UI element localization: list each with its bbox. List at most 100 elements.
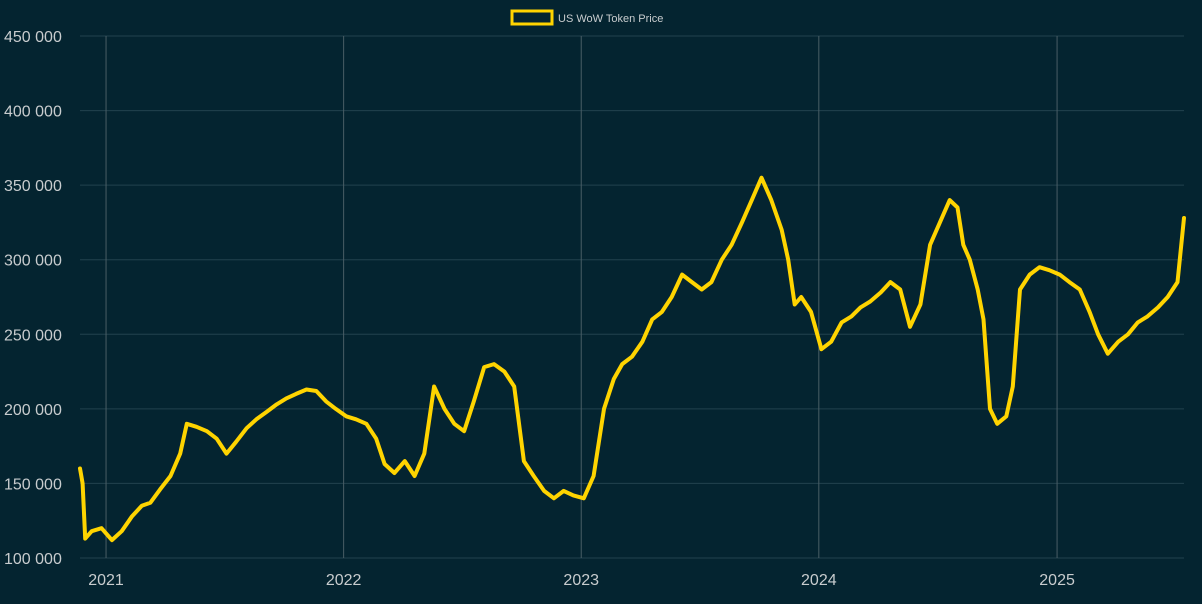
data-point bbox=[90, 529, 94, 533]
data-point bbox=[442, 407, 447, 411]
y-tick-label: 300 000 bbox=[4, 253, 62, 270]
data-point bbox=[879, 290, 883, 295]
data-point bbox=[542, 489, 546, 493]
data-point bbox=[562, 489, 566, 493]
data-point bbox=[961, 243, 965, 247]
data-point bbox=[552, 496, 556, 500]
data-point bbox=[938, 220, 942, 224]
data-point bbox=[275, 402, 279, 406]
data-point bbox=[1028, 273, 1032, 277]
data-point bbox=[1037, 265, 1042, 269]
data-point bbox=[194, 425, 199, 429]
data-point bbox=[928, 243, 932, 247]
data-point bbox=[1182, 216, 1186, 220]
data-point bbox=[344, 414, 348, 418]
data-point bbox=[1067, 280, 1071, 284]
data-point bbox=[1004, 414, 1008, 418]
data-point bbox=[680, 273, 684, 277]
data-point bbox=[168, 474, 173, 478]
data-point bbox=[522, 459, 526, 463]
data-point bbox=[730, 243, 734, 247]
data-point bbox=[809, 310, 813, 314]
data-point bbox=[383, 462, 387, 466]
y-tick-label: 250 000 bbox=[4, 327, 62, 344]
data-point bbox=[205, 429, 209, 433]
data-point bbox=[1106, 352, 1110, 356]
chart-legend[interactable]: US WoW Token Price bbox=[510, 9, 663, 26]
data-point bbox=[1175, 280, 1180, 284]
data-point bbox=[83, 537, 87, 541]
data-point bbox=[158, 487, 162, 491]
y-tick-label: 150 000 bbox=[4, 476, 62, 493]
data-point bbox=[650, 317, 654, 321]
data-point bbox=[968, 258, 972, 262]
data-point bbox=[245, 426, 249, 430]
data-point bbox=[740, 220, 744, 224]
data-point bbox=[452, 422, 456, 426]
data-point bbox=[793, 302, 797, 307]
data-point bbox=[462, 429, 466, 433]
data-point bbox=[492, 362, 496, 366]
y-tick-label: 450 000 bbox=[4, 29, 62, 46]
data-point bbox=[709, 280, 714, 284]
data-point bbox=[432, 384, 436, 389]
data-point bbox=[660, 310, 664, 314]
data-point bbox=[403, 459, 407, 463]
data-point bbox=[178, 452, 182, 456]
data-point bbox=[1096, 332, 1100, 336]
data-point bbox=[981, 317, 986, 321]
data-point bbox=[1047, 268, 1051, 272]
data-point bbox=[592, 474, 596, 478]
data-point bbox=[1126, 332, 1130, 336]
data-point bbox=[294, 392, 298, 396]
data-point bbox=[829, 340, 833, 344]
data-point bbox=[392, 471, 396, 475]
data-point bbox=[640, 340, 645, 344]
data-point bbox=[819, 347, 824, 351]
data-point bbox=[955, 205, 960, 210]
data-point bbox=[918, 302, 923, 307]
x-tick-label: 2024 bbox=[801, 572, 837, 589]
data-point bbox=[1156, 305, 1160, 309]
data-point bbox=[334, 407, 338, 411]
data-point bbox=[799, 295, 803, 299]
series-line bbox=[78, 175, 1186, 543]
x-tick-label: 2021 bbox=[88, 572, 124, 589]
data-point bbox=[690, 280, 694, 284]
data-point bbox=[868, 299, 872, 304]
data-point bbox=[185, 422, 189, 426]
data-point bbox=[630, 355, 634, 359]
data-point bbox=[1166, 295, 1170, 299]
data-point bbox=[472, 399, 476, 403]
data-point bbox=[364, 422, 368, 426]
data-point bbox=[700, 287, 704, 292]
data-point bbox=[413, 474, 417, 478]
data-point bbox=[422, 452, 426, 456]
data-point bbox=[769, 198, 773, 202]
data-point bbox=[482, 365, 486, 369]
data-point bbox=[502, 370, 506, 374]
data-point bbox=[265, 410, 269, 414]
data-point bbox=[314, 389, 318, 393]
data-point bbox=[720, 258, 724, 262]
data-point bbox=[1078, 287, 1082, 292]
y-tick-label: 200 000 bbox=[4, 402, 62, 419]
data-point bbox=[374, 437, 378, 441]
legend-label: US WoW Token Price bbox=[558, 13, 663, 25]
data-point bbox=[130, 514, 134, 518]
data-point bbox=[571, 493, 576, 497]
data-point bbox=[898, 287, 902, 292]
data-point bbox=[215, 437, 219, 441]
data-point bbox=[995, 422, 999, 426]
data-point bbox=[254, 417, 258, 421]
data-point bbox=[759, 176, 764, 180]
data-point bbox=[354, 417, 358, 421]
y-tick-label: 100 000 bbox=[4, 551, 62, 568]
data-point bbox=[786, 258, 790, 262]
data-point bbox=[120, 529, 124, 533]
data-point bbox=[948, 198, 952, 202]
data-point bbox=[532, 474, 536, 478]
data-point bbox=[148, 501, 152, 505]
y-tick-label: 400 000 bbox=[4, 104, 62, 121]
